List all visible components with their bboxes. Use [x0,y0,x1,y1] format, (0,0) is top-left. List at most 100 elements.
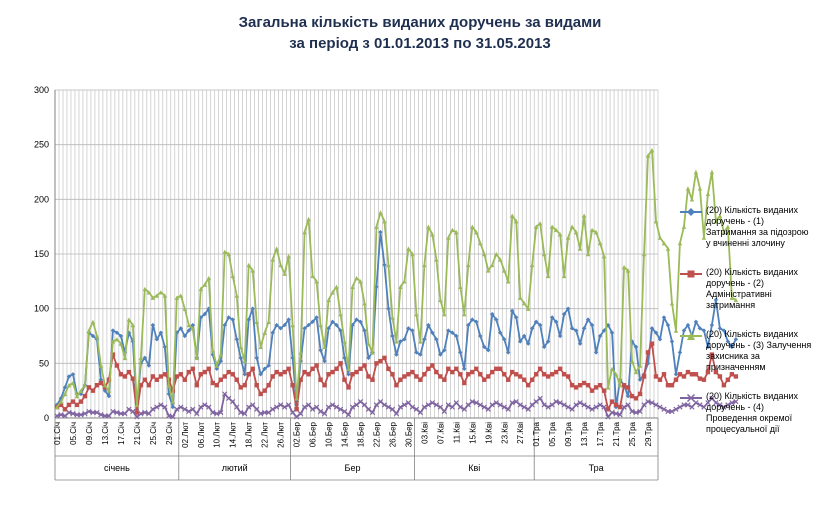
series-3-point [613,372,619,377]
series-2-point [266,383,271,388]
series-4-point [445,402,451,408]
series-2-point [545,374,551,379]
series-3-point [266,319,271,324]
series-3-point [474,229,479,235]
series-4-point [469,398,475,405]
series-2-point [506,377,511,382]
series-4-point [489,402,495,408]
series-1-point [506,350,511,355]
series-3-point [202,282,207,287]
x-tick-label: 01.Тра [532,421,541,446]
series-3-point [422,262,427,268]
series-2-point [146,383,152,388]
series-4-point [541,402,547,408]
series-3-point [102,383,108,388]
y-tick-label: 250 [34,140,49,150]
series-4-point [613,411,619,417]
series-1-point [530,326,535,331]
series-3-point [657,235,663,240]
series-3-point [713,219,719,224]
series-4-point [621,404,627,410]
series-3-point [717,213,723,218]
series-1-point [438,352,443,357]
series-1-point [625,393,631,399]
x-tick-label: 14.Бер [341,421,350,447]
y-tick-label: 0 [44,413,49,423]
series-4-point [194,411,200,417]
series-2-point [122,374,128,379]
series-3-point [138,355,144,361]
series-3-point [166,383,172,388]
series-4-point [409,404,416,410]
x-tick-label: 05.Січ [69,422,78,445]
series-2-point [729,372,735,377]
series-4-point [130,408,136,415]
legend-swatch-2 [680,270,702,278]
series-4-point [210,409,216,416]
legend-item-series-1: (20) Кількість виданих доручень - (1) За… [680,205,815,249]
series-3-point [621,264,627,270]
x-tick-label: 17.Тра [596,421,605,446]
chart-title-line-1: Загальна кількість виданих доручень за в… [238,14,602,31]
series-3-point [206,275,211,281]
series-3-point [573,229,579,235]
series-3-point [270,257,275,262]
series-2-point [665,383,671,388]
series-3-point [677,240,683,246]
series-1-point [146,363,152,368]
series-4-point [449,404,455,410]
series-1-point [541,344,547,350]
chart-title-line-2: за період з 01.01.2013 по 31.05.2013 [289,35,551,52]
series-3-point [438,297,443,303]
series-4-point [150,406,156,412]
series-2-point [478,372,483,377]
series-1-point [557,333,563,339]
series-2-point [318,377,323,382]
series-1-point [490,311,495,317]
series-3-point [342,339,347,344]
series-3-point [318,322,323,328]
series-3-point [330,290,335,295]
series-4-point [222,391,228,397]
series-1-point [553,319,559,324]
series-1-point [518,339,523,344]
series-3-point [669,301,675,306]
series-4-point [90,409,96,416]
series-2-point [70,399,76,404]
series-3-point [526,306,531,311]
series-3-point [390,315,395,320]
series-2-point [593,385,599,390]
series-3-point [454,229,459,235]
series-4-point [110,408,116,415]
series-2-point [94,383,100,388]
series-4-point [701,404,707,410]
series-3-point [374,224,379,229]
series-2-point [370,377,375,382]
series-2-point [733,374,739,379]
series-2-point [717,374,723,379]
series-3-point [553,227,559,233]
series-3-point [90,319,96,324]
series-4-point [182,406,188,412]
series-4-point [138,411,144,417]
series-3-point [705,191,711,197]
series-4-point [186,408,192,415]
series-1-point [454,333,459,339]
y-tick-label: 50 [39,358,49,368]
series-4-point [281,404,288,410]
series-2-point [482,377,487,382]
series-1-point [410,328,415,333]
series-4-point [369,409,376,416]
series-2-point [246,372,251,377]
series-3-point [282,271,287,276]
series-1-point [358,319,363,324]
series-1-point [701,328,707,333]
series-2-point [693,372,699,377]
series-3-point [234,293,239,298]
series-4-point [214,411,220,417]
series-4-point [158,402,164,408]
series-2-point [697,376,703,381]
series-2-point [454,366,459,371]
series-3-point [314,279,319,284]
series-4-point [234,404,240,410]
